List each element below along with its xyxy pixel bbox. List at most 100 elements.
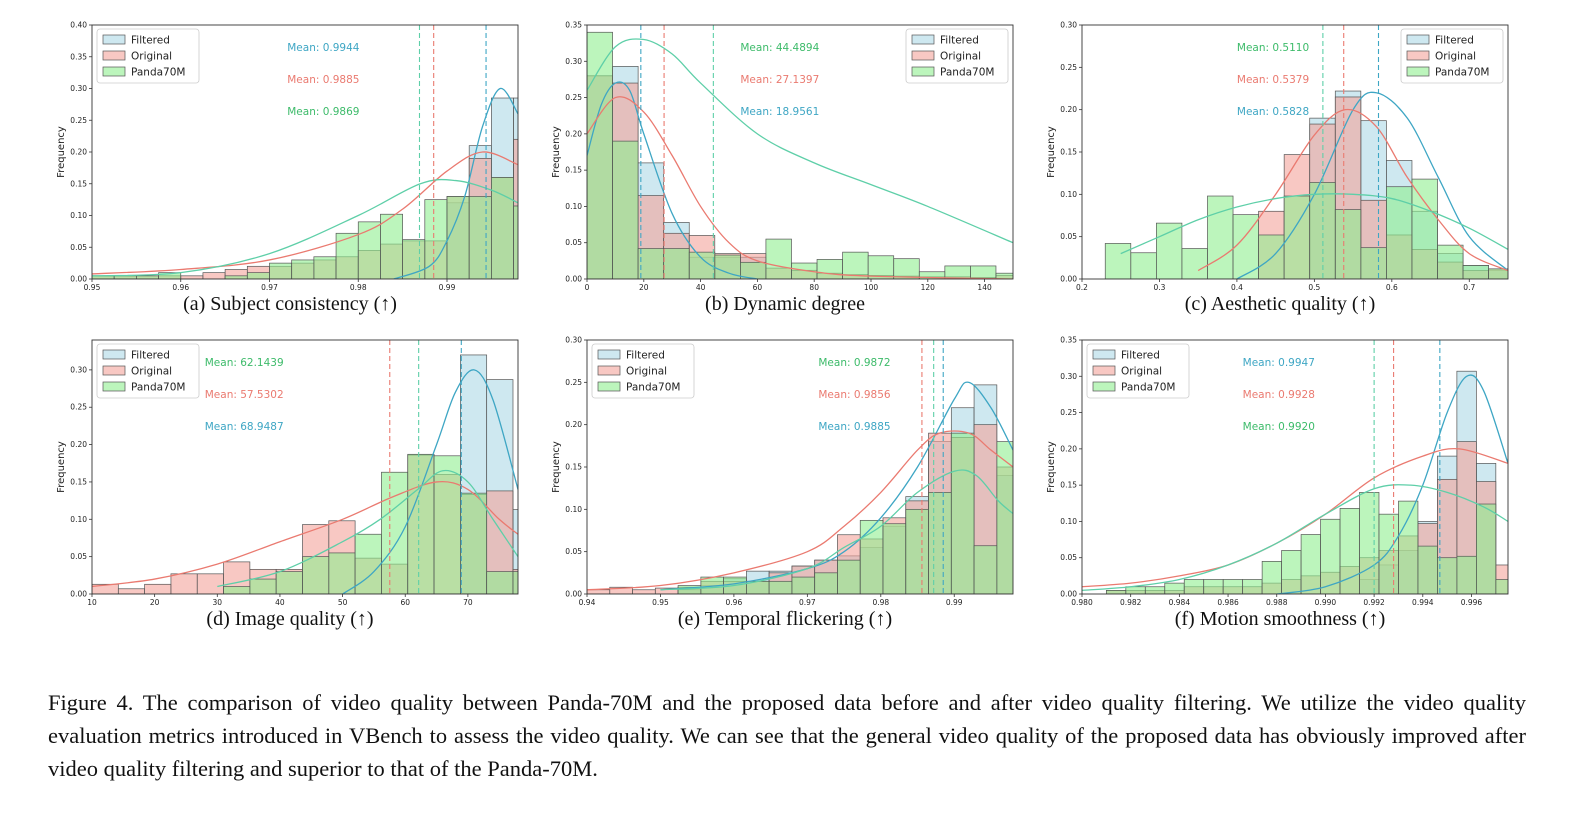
bar-panda70m [1222, 579, 1244, 594]
x-tick-label: 0.96 [172, 283, 189, 292]
bar-panda70m [612, 140, 639, 279]
bar-panda70m [1164, 582, 1185, 594]
legend-label-panda70m: Panda70M [626, 382, 680, 394]
plot-area [92, 340, 518, 594]
bar-original [587, 589, 611, 594]
legend-swatch-panda70m [911, 66, 935, 77]
bar-panda70m [407, 453, 435, 594]
x-tick-label: 0.980 [1071, 598, 1093, 607]
y-tick-label: 0.20 [70, 148, 87, 157]
axes-frame [586, 24, 1014, 280]
bar-panda70m [1456, 555, 1477, 594]
y-tick-label: 0.00 [565, 590, 582, 599]
y-tick-label: 0.00 [70, 590, 87, 599]
legend-label-panda70m: Panda70M [131, 67, 185, 79]
legend-label-panda70m: Panda70M [1121, 382, 1175, 394]
legend: Filtered Original Panda70M [96, 343, 200, 399]
x-tick-label: 0.5 [1308, 283, 1320, 292]
bar-panda70m [224, 275, 248, 279]
kde-curve-filtered [1276, 374, 1508, 594]
subcaption: (a) Subject consistency (↑) [183, 293, 397, 315]
bar-panda70m [354, 533, 382, 594]
plot-area [587, 340, 1013, 594]
plot-area [1082, 340, 1508, 594]
y-tick-label: 0.15 [1060, 481, 1077, 490]
bar-panda70m [1359, 492, 1380, 594]
kde-curve-original [1197, 108, 1508, 272]
legend-swatch-filtered [597, 349, 621, 360]
x-tick-label: 0 [585, 283, 590, 292]
x-axis: 10 20 30 40 50 60 70 [87, 594, 473, 607]
y-tick-label: 0.35 [70, 52, 87, 61]
bar-panda70m [765, 238, 792, 279]
legend-swatch-filtered [1406, 34, 1430, 45]
legend-label-original: Original [940, 51, 981, 63]
bar-panda70m [1232, 214, 1259, 279]
bar-panda70m [944, 265, 971, 279]
y-tick-label: 0.05 [1060, 232, 1077, 241]
bar-panda70m [1495, 579, 1508, 594]
y-axis-label: Frequency [551, 126, 562, 178]
x-tick-label: 0.94 [579, 598, 596, 607]
plot-area [587, 25, 1013, 279]
x-tick-label: 0.95 [652, 598, 669, 607]
bar-panda70m [460, 492, 488, 594]
bar-panda70m [486, 571, 514, 594]
x-tick-label: 100 [864, 283, 879, 292]
legend-label-original: Original [1435, 51, 1476, 63]
bar-panda70m [905, 508, 929, 594]
bar-panda70m [246, 272, 270, 279]
bar-panda70m [1203, 579, 1224, 594]
bar-panda70m [1462, 265, 1489, 279]
bar-panda70m [663, 248, 690, 279]
mean-label-filtered: Mean: 0.9947 [1243, 357, 1315, 369]
bar-panda70m [859, 519, 884, 594]
bar-panda70m [249, 578, 277, 594]
bar-panda70m [136, 275, 159, 279]
y-tick-label: 0.25 [565, 378, 582, 387]
mean-label-panda70m: Mean: 44.4894 [740, 42, 819, 54]
bar-panda70m [313, 256, 337, 279]
bar-panda70m [1437, 244, 1464, 279]
x-tick-label: 0.982 [1120, 598, 1142, 607]
subcaption: (d) Image quality (↑) [206, 608, 374, 630]
y-tick-label: 0.25 [70, 116, 87, 125]
legend-swatch-original [1092, 365, 1116, 376]
legend-swatch-filtered [102, 34, 126, 45]
x-tick-label: 40 [275, 598, 285, 607]
x-tick-label: 20 [639, 283, 649, 292]
y-tick-label: 0.10 [1060, 517, 1077, 526]
kde-curve-panda70m [1082, 484, 1508, 592]
y-axis-label: Frequency [56, 441, 67, 493]
bar-panda70m [513, 205, 518, 279]
x-tick-label: 30 [213, 598, 223, 607]
x-axis: 0.2 0.3 0.4 0.5 0.6 0.7 [1076, 279, 1475, 292]
y-tick-label: 0.20 [1060, 105, 1077, 114]
legend-swatch-panda70m [1092, 381, 1116, 392]
legend-swatch-original [102, 50, 126, 61]
bar-panda70m [291, 259, 315, 279]
histogram-chart: Mean: 62.1439 Mean: 57.5302 Mean: 68.9487 1… [56, 339, 519, 607]
bar-panda70m [1144, 586, 1166, 594]
legend-label-original: Original [131, 51, 172, 63]
bar-panda70m [1104, 243, 1132, 279]
x-tick-label: 0.6 [1386, 283, 1398, 292]
legend-label-panda70m: Panda70M [131, 382, 185, 394]
x-tick-label: 0.984 [1169, 598, 1191, 607]
bar-panda70m [791, 576, 816, 594]
y-tick-label: 0.10 [70, 211, 87, 220]
kde-curve-panda70m [92, 178, 518, 277]
legend-label-filtered: Filtered [1435, 35, 1474, 47]
x-tick-label: 0.99 [946, 598, 963, 607]
y-tick-label: 0.30 [70, 84, 87, 93]
series-panda70m [223, 453, 518, 594]
bar-panda70m [328, 552, 356, 594]
bar-panda70m [973, 545, 998, 594]
subcaption: (c) Aesthetic quality (↑) [1184, 293, 1376, 315]
x-tick-label: 0.994 [1412, 598, 1434, 607]
legend-label-filtered: Filtered [1121, 350, 1160, 362]
bar-panda70m [893, 258, 920, 279]
y-tick-label: 0.25 [565, 93, 582, 102]
x-tick-label: 0.2 [1076, 283, 1088, 292]
